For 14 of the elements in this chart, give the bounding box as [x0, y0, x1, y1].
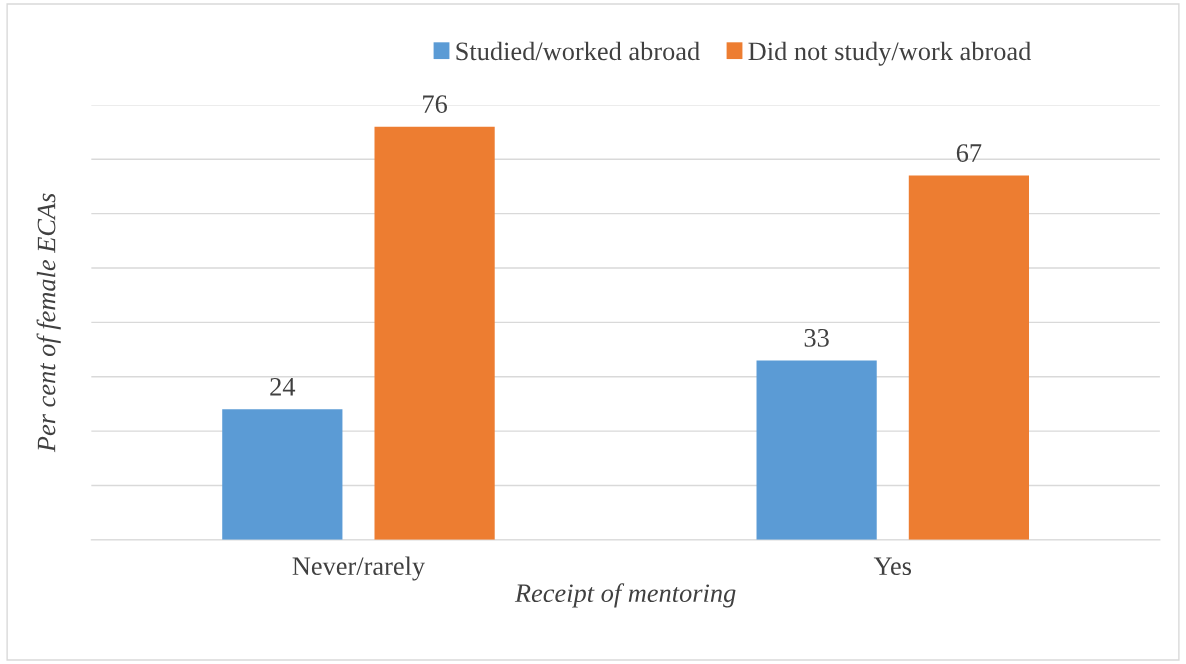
data-label: 24 — [270, 377, 296, 396]
data-label: 76 — [423, 95, 448, 113]
x-tick-label: Never/rarely — [292, 556, 426, 581]
bar — [756, 360, 877, 540]
legend-label: Studied/worked abroad — [456, 41, 700, 61]
x-axis-title: Receipt of mentoring — [514, 583, 736, 608]
x-tick-label: Yes — [873, 557, 911, 576]
bar — [374, 126, 495, 540]
data-label: 67 — [956, 144, 982, 162]
bar — [222, 409, 343, 540]
legend-label: Did not study/work abroad — [748, 41, 1032, 66]
y-axis-title: Per cent of female ECAs — [36, 193, 61, 453]
bar — [908, 175, 1030, 540]
data-label: 33 — [804, 329, 829, 347]
